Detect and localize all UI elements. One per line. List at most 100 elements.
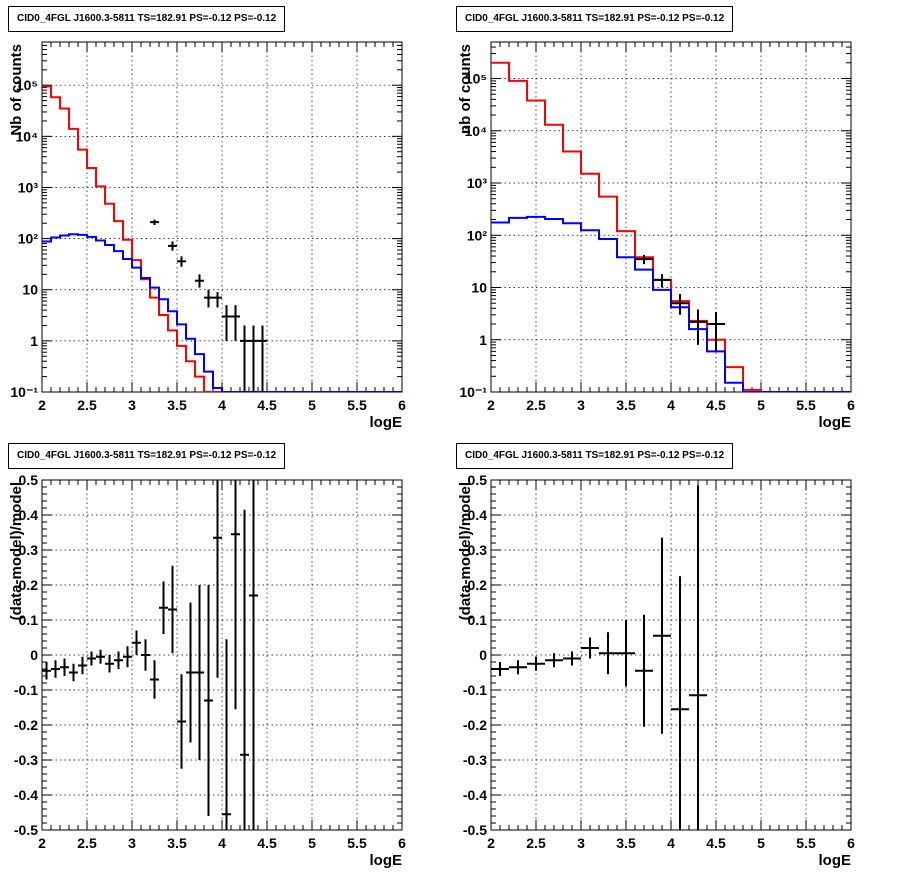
data-point	[491, 662, 509, 676]
x-tick-label: 3.5	[616, 835, 636, 851]
x-tick-label: 2.5	[77, 835, 97, 851]
data-point	[240, 325, 249, 392]
x-tick-label: 4	[667, 835, 675, 851]
y-tick-label: -0.2	[463, 717, 487, 733]
panel-2-title: CID0_4FGL J1600.3-5811 TS=182.91 PS=-0.1…	[456, 6, 734, 32]
data-point	[617, 620, 635, 687]
panel-4: 2 2.5 3 3.5 4 4.5 5 5.5 6 -0.5 -0.4 -0.3 -0.2 -0.1 0 0.…	[457, 472, 855, 869]
data-point	[671, 294, 689, 315]
data-point	[42, 662, 51, 680]
y-axis-title: (data-model)/model	[8, 482, 25, 620]
y-tick-label: 0.4	[468, 507, 488, 523]
data-point	[69, 663, 78, 682]
panel-1: 2 2.5 3 3.5 4 4.5 5 5.5 6 10⁻¹ 1 10 10² 10³ 10⁴ 10⁵ logE…	[8, 41, 406, 431]
x-axis-title: logE	[819, 414, 852, 431]
y-tick-label: -0.3	[14, 752, 38, 768]
data-layer	[42, 480, 258, 830]
data-point	[132, 630, 141, 655]
data-point	[240, 509, 249, 830]
data-point	[258, 325, 267, 392]
y-tick-label: -0.5	[463, 822, 487, 838]
x-tick-label: 5	[308, 835, 316, 851]
data-point	[689, 309, 707, 345]
data-point	[168, 241, 177, 251]
x-tick-label: 4	[667, 397, 675, 413]
y-tick-label: 10⁵	[16, 77, 38, 93]
data-point	[509, 660, 527, 675]
x-tick-label: 4.5	[706, 397, 726, 413]
data-layer	[42, 85, 402, 392]
y-axis-title: Nb of counts	[8, 44, 25, 136]
x-tick-label: 3.5	[167, 835, 187, 851]
y-tick-label: 0	[479, 647, 487, 663]
y-tick-label: 10	[22, 282, 38, 298]
y-tick-label: 0.5	[468, 472, 488, 488]
y-tick-label: 0	[30, 647, 38, 663]
y-tick-label: 0.4	[19, 507, 39, 523]
y-tick-label: 10²	[18, 231, 39, 247]
y-tick-label: 10	[471, 280, 487, 296]
x-tick-label: 4	[218, 397, 226, 413]
x-axis-title: logE	[370, 852, 403, 869]
y-tick-label: 10⁻¹	[459, 384, 487, 400]
panel-3: 2 2.5 3 3.5 4 4.5 5 5.5 6 -0.5 -0.4 -0.3 -0.2 -0.1 0 0.…	[8, 472, 406, 869]
data-point	[249, 480, 258, 830]
x-tick-label: 2	[487, 397, 495, 413]
y-tick-label: -0.1	[463, 682, 487, 698]
x-tick-label: 2.5	[526, 397, 546, 413]
y-tick-label: 0.1	[19, 612, 39, 628]
data-point	[177, 256, 186, 267]
x-axis-title: logE	[370, 414, 403, 431]
data-point	[105, 655, 114, 673]
data-point	[581, 637, 599, 659]
x-tick-label: 5.5	[796, 397, 816, 413]
data-point	[123, 646, 132, 668]
panel-3-title: CID0_4FGL J1600.3-5811 TS=182.91 PS=-0.1…	[8, 443, 286, 469]
data-point	[635, 254, 653, 265]
y-tick-label: -0.5	[14, 822, 38, 838]
y-tick-label: -0.3	[463, 752, 487, 768]
data-point	[563, 651, 581, 666]
x-tick-label: 5	[757, 835, 765, 851]
y-tick-label: 1	[479, 332, 487, 348]
x-axis-title: logE	[819, 852, 852, 869]
y-tick-label: 0.1	[468, 612, 488, 628]
data-point	[671, 576, 689, 830]
total-model-histogram	[42, 85, 402, 392]
x-tick-label: 2	[38, 397, 46, 413]
panel-4-title: CID0_4FGL J1600.3-5811 TS=182.91 PS=-0.1…	[456, 443, 734, 469]
data-point	[689, 485, 707, 830]
y-tick-label: 10⁵	[465, 71, 487, 87]
y-tick-label: 10⁻¹	[10, 384, 38, 400]
x-tick-label: 3	[128, 835, 136, 851]
data-point	[222, 305, 231, 341]
x-tick-label: 5	[308, 397, 316, 413]
y-tick-label: -0.1	[14, 682, 38, 698]
data-point	[141, 639, 150, 671]
y-tick-label: 10³	[18, 179, 39, 195]
data-point	[527, 656, 545, 671]
y-tick-label: 0.5	[19, 472, 39, 488]
data-layer	[491, 485, 707, 830]
data-point	[87, 651, 96, 666]
y-tick-label: -0.4	[14, 787, 38, 803]
x-tick-label: 6	[398, 397, 406, 413]
data-point	[231, 480, 240, 710]
data-point	[96, 649, 105, 664]
y-tick-label: 0.2	[19, 577, 39, 593]
y-tick-label: 0.3	[468, 542, 488, 558]
data-point	[186, 602, 195, 743]
source-model-histogram	[42, 233, 402, 392]
data-point	[150, 660, 159, 699]
data-point	[195, 585, 204, 760]
x-tick-label: 6	[847, 835, 855, 851]
data-point	[653, 274, 671, 288]
data-point	[599, 632, 617, 675]
x-tick-label: 3.5	[616, 397, 636, 413]
y-tick-label: -0.2	[14, 717, 38, 733]
x-tick-label: 4.5	[257, 397, 277, 413]
x-tick-label: 3.5	[167, 397, 187, 413]
panel-1-title: CID0_4FGL J1600.3-5811 TS=182.91 PS=-0.1…	[8, 6, 286, 32]
data-point	[222, 639, 231, 830]
